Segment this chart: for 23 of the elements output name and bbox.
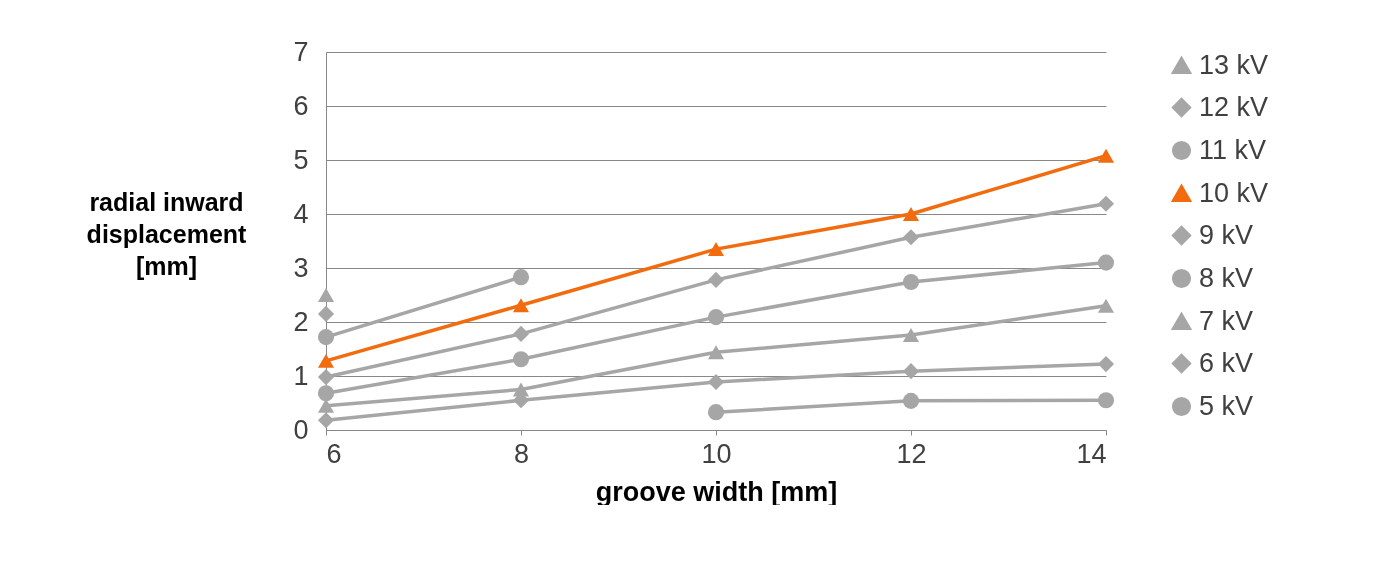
x-tick-label: 8 bbox=[513, 438, 530, 469]
y-axis-title: radial inward displacement [mm] bbox=[86, 187, 248, 280]
y-tick-label: 6 bbox=[293, 90, 309, 121]
y-tick-label: 3 bbox=[293, 252, 309, 283]
legend-label: 11 kV bbox=[1199, 134, 1267, 165]
legend-label: 5 kV bbox=[1199, 390, 1254, 421]
y-tick-label: 0 bbox=[293, 414, 309, 445]
legend-label: 12 kV bbox=[1199, 91, 1269, 122]
legend-label: 13 kV bbox=[1199, 49, 1269, 80]
y-tick-label: 5 bbox=[293, 144, 309, 175]
y-tick-label: 4 bbox=[293, 198, 309, 229]
legend-label: 8 kV bbox=[1199, 262, 1254, 293]
legend-label: 9 kV bbox=[1199, 219, 1254, 250]
x-tick-label: 6 bbox=[326, 438, 342, 469]
legend-label: 6 kV bbox=[1199, 347, 1254, 378]
x-tick-label: 10 bbox=[701, 438, 732, 469]
y-tick-label: 1 bbox=[293, 360, 309, 391]
x-tick-label: 14 bbox=[1076, 438, 1107, 469]
legend-label: 10 kV bbox=[1199, 177, 1269, 208]
x-tick-label: 12 bbox=[896, 438, 927, 469]
y-tick-label: 7 bbox=[293, 36, 309, 67]
legend-label: 7 kV bbox=[1199, 305, 1254, 336]
y-tick-label: 2 bbox=[293, 306, 309, 337]
